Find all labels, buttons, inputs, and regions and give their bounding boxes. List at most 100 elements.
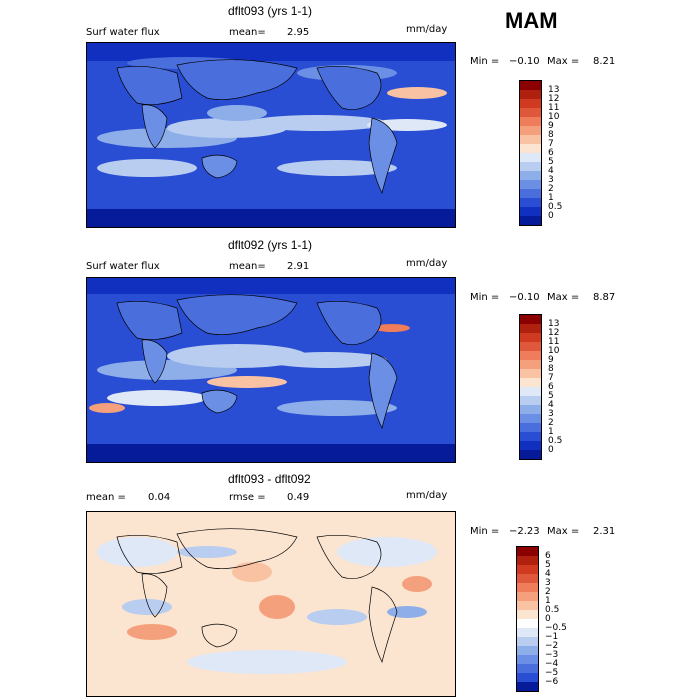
- colorbar-swatch: [520, 117, 541, 126]
- colorbar-level-label: 6: [548, 147, 554, 158]
- panel-middle-mean-value: 2.91: [287, 261, 310, 272]
- panel-middle-units: mm/day: [406, 258, 448, 269]
- colorbar-level-label: 4: [548, 165, 554, 176]
- panel-bottom-mean-label: mean =: [86, 492, 126, 503]
- colorbar-swatch: [520, 90, 541, 99]
- colorbar-swatch: [520, 81, 541, 90]
- colorbar-level-label: 6: [545, 550, 551, 561]
- colorbar-swatch: [520, 126, 541, 135]
- panel-middle-map-svg: [87, 278, 455, 462]
- colorbar-level-label: 0: [545, 613, 551, 624]
- colorbar-swatch: [517, 646, 538, 655]
- colorbar-swatch: [517, 655, 538, 664]
- panel-middle-title: dflt092 (yrs 1-1): [228, 238, 313, 252]
- colorbar-level-label: 6: [548, 381, 554, 392]
- colorbar-swatch: [517, 556, 538, 565]
- colorbar-level-label: −4: [545, 658, 559, 669]
- colorbar-level-label: 5: [545, 559, 551, 570]
- panel-bottom-rmse-value: 0.49: [287, 492, 310, 503]
- colorbar-swatch: [520, 432, 541, 441]
- colorbar-level-label: 1: [548, 426, 554, 437]
- panel-middle-map: [86, 277, 456, 463]
- colorbar-swatch: [517, 619, 538, 628]
- panel-bottom-map-svg: [87, 512, 455, 696]
- colorbar-swatch: [520, 369, 541, 378]
- panel-bottom-max-label: Max =: [547, 526, 580, 537]
- colorbar-level-label: 7: [548, 138, 554, 149]
- panel-bottom-min-label: Min =: [470, 526, 500, 537]
- panel-top-colorbar: [519, 80, 542, 226]
- colorbar-level-label: 3: [545, 577, 551, 588]
- colorbar-level-label: 11: [548, 102, 560, 113]
- colorbar-level-label: 4: [548, 399, 554, 410]
- colorbar-swatch: [520, 324, 541, 333]
- colorbar-swatch: [520, 153, 541, 162]
- colorbar-swatch: [520, 108, 541, 117]
- colorbar-swatch: [520, 405, 541, 414]
- colorbar-swatch: [517, 601, 538, 610]
- colorbar-level-label: 0.5: [545, 604, 560, 615]
- colorbar-level-label: 1: [545, 595, 551, 606]
- panel-top-map-svg: [87, 43, 455, 227]
- colorbar-level-label: −0.5: [545, 622, 567, 633]
- colorbar-swatch: [520, 162, 541, 171]
- colorbar-swatch: [517, 565, 538, 574]
- panel-middle-field: Surf water flux: [86, 261, 160, 272]
- colorbar-swatch: [520, 333, 541, 342]
- colorbar-swatch: [520, 378, 541, 387]
- colorbar-level-label: −3: [545, 649, 559, 660]
- colorbar-swatch: [520, 387, 541, 396]
- colorbar-level-label: −5: [545, 667, 559, 678]
- panel-top-min-label: Min =: [470, 56, 500, 67]
- colorbar-level-label: 10: [548, 111, 560, 122]
- colorbar-level-label: 7: [548, 372, 554, 383]
- colorbar-level-label: 9: [548, 120, 554, 131]
- colorbar-level-label: 1: [548, 192, 554, 203]
- colorbar-swatch: [517, 628, 538, 637]
- season-label: MAM: [505, 8, 558, 33]
- colorbar-level-label: 8: [548, 363, 554, 374]
- colorbar-level-label: 13: [548, 318, 560, 329]
- colorbar-level-label: 0: [548, 444, 554, 455]
- colorbar-level-label: 12: [548, 327, 560, 338]
- colorbar-level-label: 0: [548, 210, 554, 221]
- colorbar-level-label: 12: [548, 93, 560, 104]
- panel-bottom-units: mm/day: [406, 490, 448, 501]
- panel-bottom-max-value: 2.31: [593, 526, 616, 537]
- colorbar-swatch: [517, 673, 538, 682]
- colorbar-level-label: 0.5: [548, 435, 563, 446]
- colorbar-swatch: [520, 144, 541, 153]
- colorbar-level-label: 10: [548, 345, 560, 356]
- colorbar-swatch: [520, 180, 541, 189]
- colorbar-swatch: [520, 450, 541, 459]
- colorbar-level-label: 2: [548, 417, 554, 428]
- colorbar-swatch: [517, 664, 538, 673]
- panel-top-mean-value: 2.95: [287, 27, 310, 38]
- colorbar-swatch: [520, 315, 541, 324]
- colorbar-level-label: 4: [545, 568, 551, 579]
- colorbar-swatch: [517, 574, 538, 583]
- panel-bottom-min-value: −2.23: [509, 526, 540, 537]
- colorbar-swatch: [520, 171, 541, 180]
- colorbar-swatch: [517, 583, 538, 592]
- panel-top-mean-label: mean=: [229, 27, 266, 38]
- colorbar-level-label: 5: [548, 156, 554, 167]
- colorbar-swatch: [520, 216, 541, 225]
- panel-bottom-title: dflt093 - dflt092: [228, 472, 311, 486]
- colorbar-swatch: [517, 682, 538, 691]
- panel-bottom-colorbar: [516, 546, 539, 692]
- colorbar-level-label: −2: [545, 640, 559, 651]
- panel-top-units: mm/day: [406, 24, 448, 35]
- colorbar-level-label: 0.5: [548, 201, 563, 212]
- colorbar-swatch: [520, 189, 541, 198]
- panel-top-map: [86, 42, 456, 228]
- colorbar-swatch: [517, 610, 538, 619]
- colorbar-level-label: 5: [548, 390, 554, 401]
- colorbar-level-label: 2: [545, 586, 551, 597]
- colorbar-swatch: [517, 592, 538, 601]
- colorbar-swatch: [517, 547, 538, 556]
- colorbar-level-label: 3: [548, 408, 554, 419]
- panel-middle-max-label: Max =: [547, 292, 580, 303]
- colorbar-swatch: [517, 637, 538, 646]
- panel-middle-min-value: −0.10: [509, 292, 540, 303]
